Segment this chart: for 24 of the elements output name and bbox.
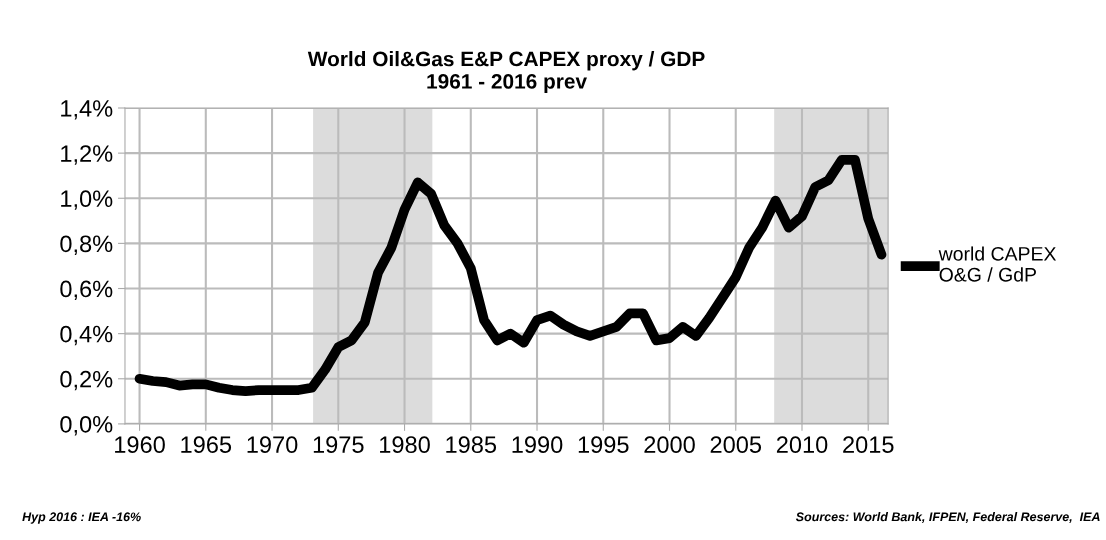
y-tick-label: 0,6% xyxy=(60,280,113,301)
y-tick-label: 0,0% xyxy=(60,415,113,436)
chart-title: World Oil&Gas E&P CAPEX proxy / GDP 1961 - 2016 prev xyxy=(307,51,705,93)
y-tick-label: 0,4% xyxy=(60,325,113,346)
source-note: Sources: World Bank, IFPEN, Federal Reserve, IEA xyxy=(795,512,1100,524)
x-tick-label: 1980 xyxy=(380,436,430,454)
y-tick-label: 0,2% xyxy=(60,370,113,391)
x-tick-label: 1995 xyxy=(578,436,629,454)
x-tick-label: 2000 xyxy=(644,436,695,454)
y-tick-label: 1,2% xyxy=(61,145,113,165)
y-tick-label: 1,0% xyxy=(61,190,113,210)
y-tick-label: 0,8% xyxy=(60,235,113,255)
x-tick-label: 1960 xyxy=(115,436,165,454)
x-tick-label: 1965 xyxy=(181,436,232,454)
x-tick-label: 2010 xyxy=(776,436,828,454)
text: Hyp 2016 : IEA -16% xyxy=(22,512,141,524)
x-tick-label: 1975 xyxy=(313,436,364,454)
x-tick-label: 2015 xyxy=(843,436,894,454)
x-tick-label: 2005 xyxy=(710,436,762,454)
legend-label: world CAPEX O&G / GdP xyxy=(938,246,1057,282)
x-tick-label: 1990 xyxy=(512,436,563,454)
x-tick-label: 1985 xyxy=(446,436,497,454)
y-tick-label: 1,4% xyxy=(61,100,113,120)
x-tick-label: 1970 xyxy=(247,436,298,454)
